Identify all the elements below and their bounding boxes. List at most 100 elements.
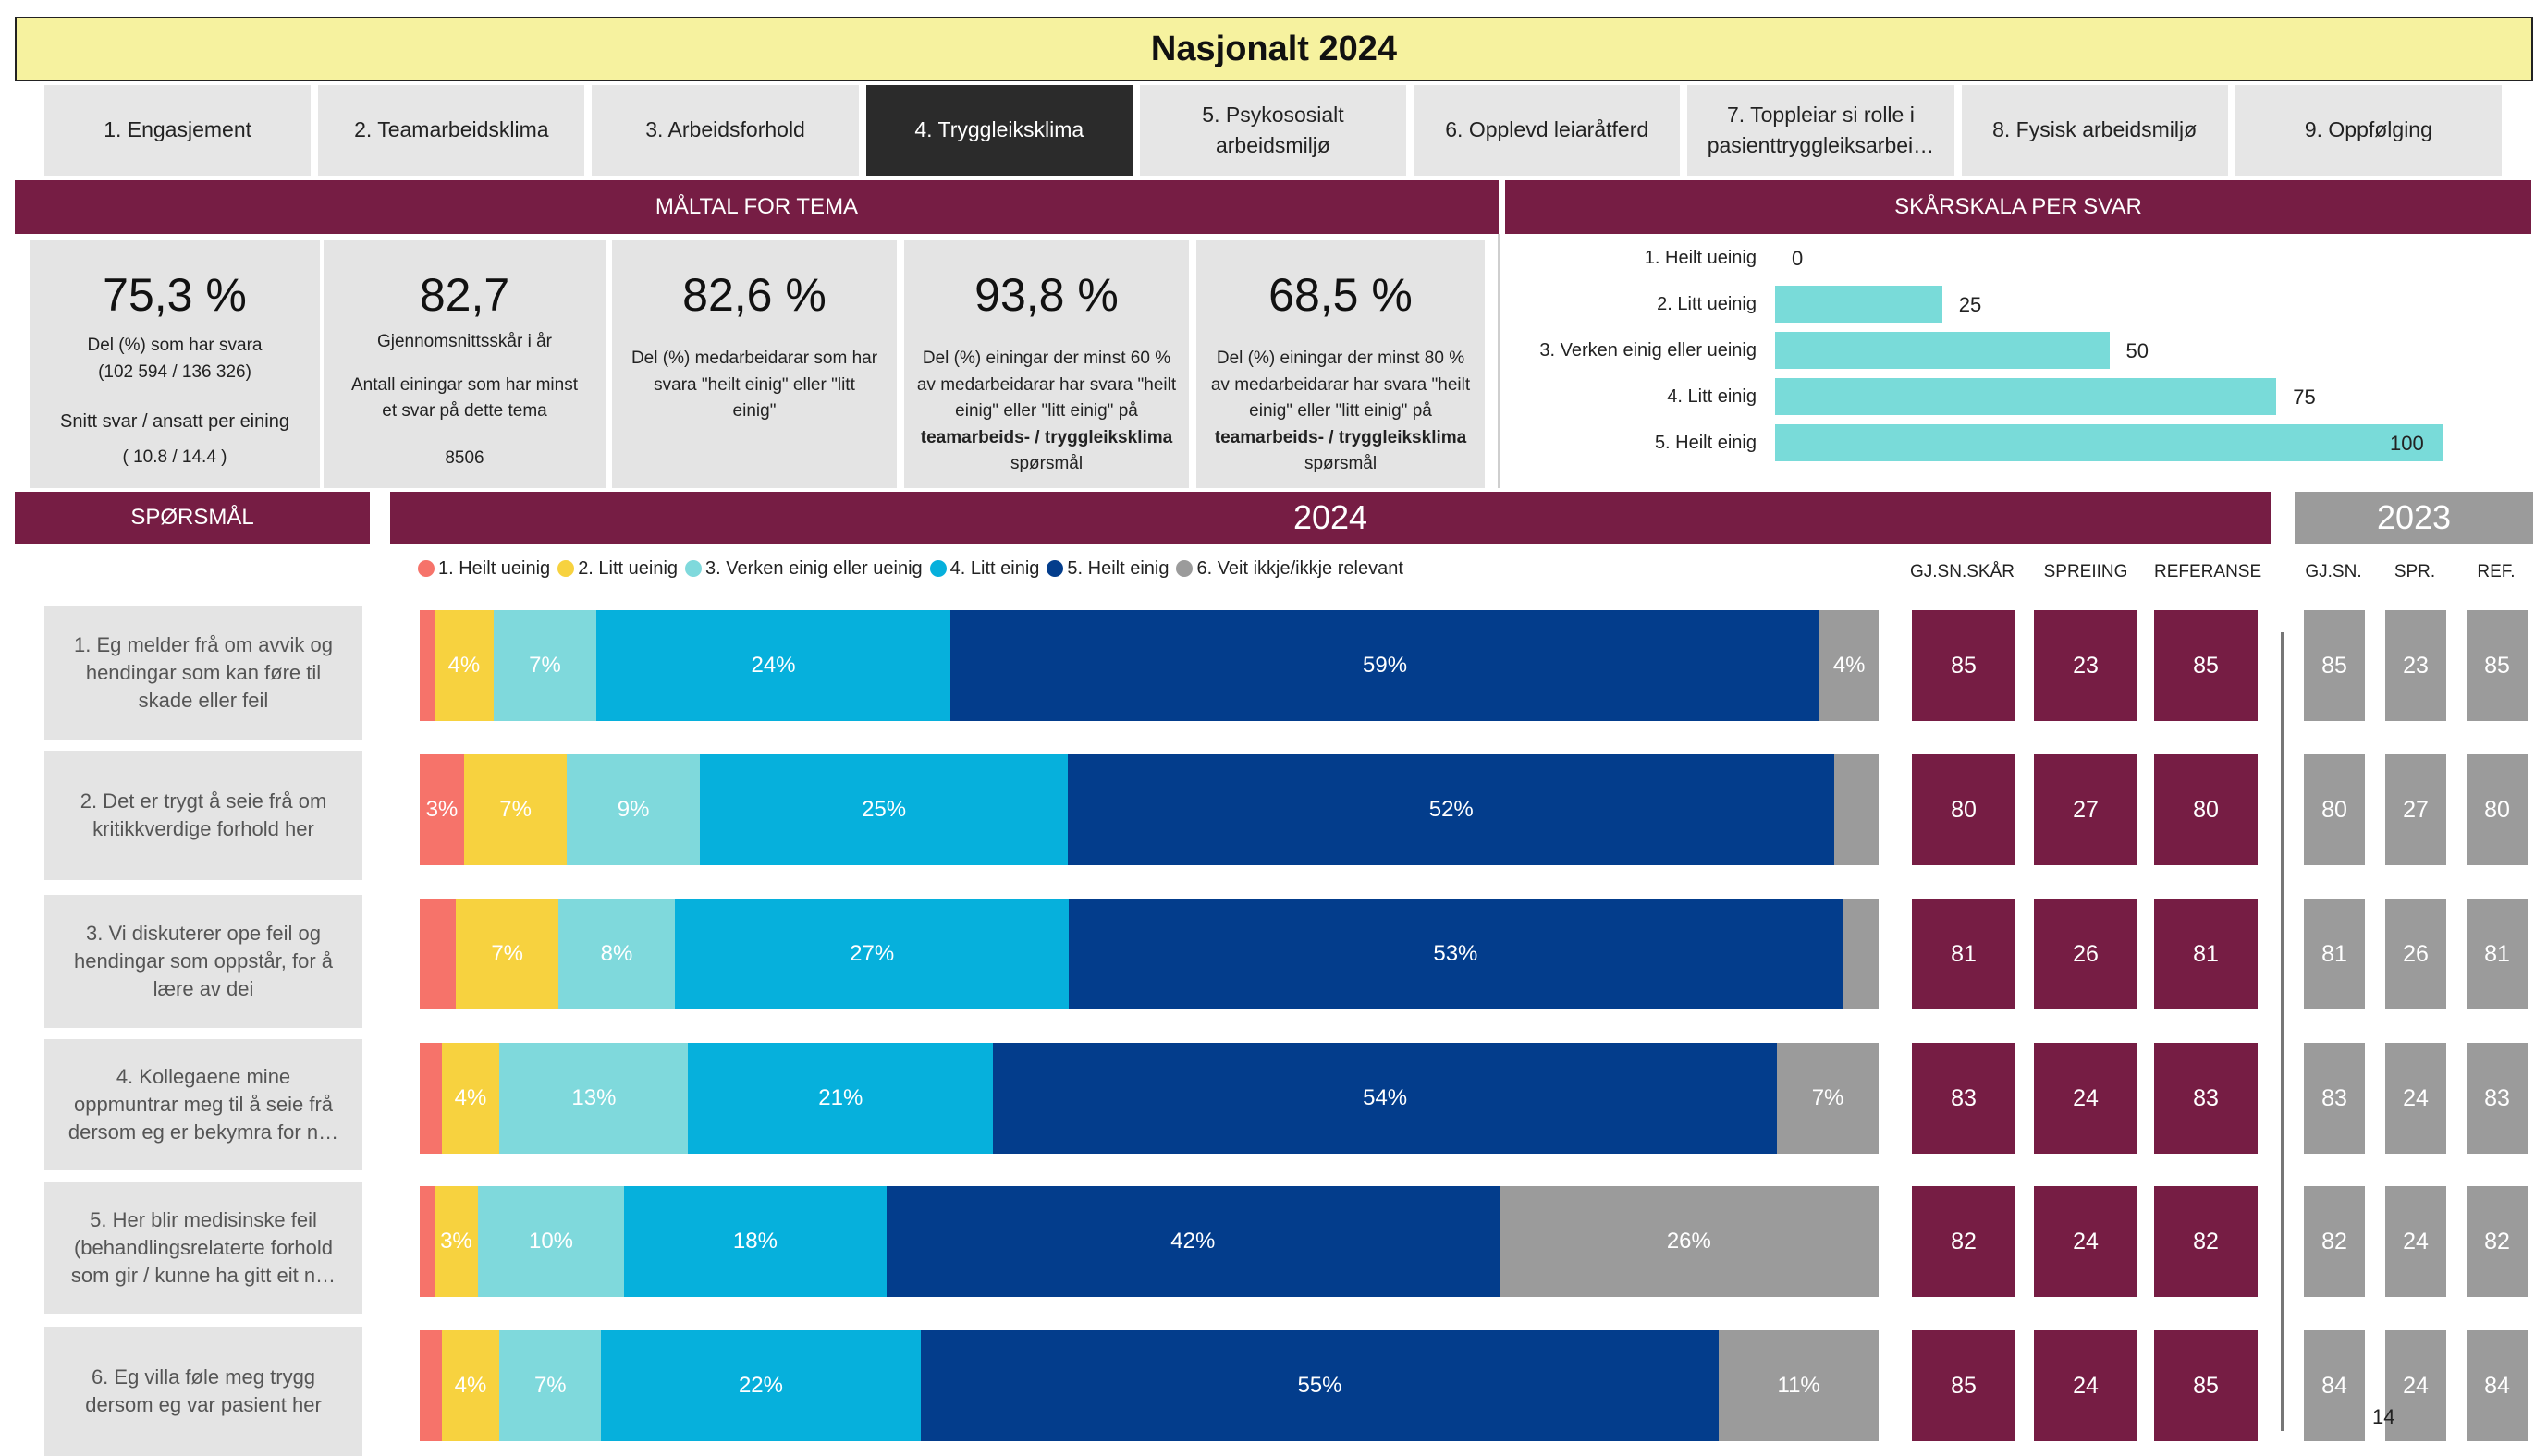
bar-segment: 7% — [456, 899, 558, 1009]
spread-2023-cell: 24 — [2385, 1330, 2446, 1441]
kpi-average-score: 82,7 Gjennomsnittsskår i år Antall einin… — [324, 240, 606, 488]
avg-score-cell: 85 — [1912, 1330, 2015, 1441]
legend-item: 3. Verken einig eller ueinig — [685, 558, 923, 580]
tab-1[interactable]: 1. Engasjement — [44, 85, 312, 176]
kpi-share-agree: 82,6 % Del (%) medarbeidarar som har sva… — [612, 240, 897, 488]
bar-segment — [1842, 899, 1879, 1009]
col-head-ref: REFERANSE — [2154, 562, 2262, 581]
legend-item: 5. Heilt einig — [1047, 558, 1169, 580]
bar-segment: 3% — [420, 754, 464, 865]
bar-segment: 59% — [949, 610, 1820, 721]
bar-segment: 24% — [596, 610, 950, 721]
kpi-desc: ( 10.8 / 14.4 ) — [122, 447, 227, 467]
tab-4[interactable]: 4. Tryggleiksklima — [865, 85, 1133, 176]
reference-cell: 85 — [2154, 1330, 2258, 1441]
legend-item: 2. Litt ueinig — [557, 558, 678, 580]
bar-segment-label: 10% — [528, 1229, 574, 1254]
tab-5[interactable]: 5. Psykososialt arbeidsmiljø — [1139, 85, 1407, 176]
kpi-value: 68,5 % — [1268, 269, 1413, 321]
bar-segment: 4% — [1819, 610, 1879, 721]
col-head-ref-2023: REF. — [2477, 562, 2516, 581]
avg-score-cell: 85 — [1912, 610, 2015, 721]
divider — [1498, 234, 1500, 488]
spread-2023-cell: 23 — [2385, 610, 2446, 721]
tab-6[interactable]: 6. Opplevd leiaråtferd — [1414, 85, 1681, 176]
bar-segment-label: 4% — [454, 1373, 487, 1398]
kpi-desc: Antall einingar som har minst et svar på… — [351, 374, 578, 422]
legend-item: 1. Heilt ueinig — [418, 558, 550, 580]
spread-cell: 24 — [2034, 1186, 2137, 1297]
bar-segment-label: 7% — [499, 797, 532, 822]
legend-dot — [929, 560, 947, 577]
legend-dot — [418, 560, 435, 577]
bar-segment — [420, 899, 457, 1009]
question-label: 1. Eg melder frå om avvik og hendingar s… — [44, 606, 362, 740]
spread-cell: 27 — [2034, 754, 2137, 865]
scale-bar — [1775, 378, 2277, 415]
kpi-desc: teamarbeids- / tryggleiksklima — [920, 427, 1173, 447]
skarskala-header: SKÅRSKALA PER SVAR — [1505, 180, 2531, 234]
tab-3[interactable]: 3. Arbeidsforhold — [592, 85, 859, 176]
kpi-value: 93,8 % — [974, 269, 1119, 321]
reference-cell: 82 — [2154, 1186, 2258, 1297]
legend-label: 2. Litt ueinig — [578, 557, 679, 579]
reference-2023-cell: 84 — [2467, 1330, 2528, 1441]
kpi-desc: Del (%) som har svara — [87, 336, 263, 355]
bar-segment: 25% — [699, 754, 1069, 865]
kpi-value: 82,6 % — [682, 269, 827, 321]
kpi-desc: 8506 — [445, 447, 484, 468]
scale-value: 75 — [2293, 385, 2316, 409]
bar-segment: 21% — [688, 1043, 994, 1154]
bar-segment-label: 55% — [1297, 1373, 1342, 1398]
reference-2023-cell: 83 — [2467, 1043, 2528, 1154]
bar-segment: 55% — [920, 1330, 1720, 1441]
page-number: 14 — [2372, 1405, 2395, 1428]
scale-label: 1. Heilt ueinig — [1644, 248, 1757, 268]
scale-bar — [1775, 286, 1942, 323]
legend-dot — [557, 560, 575, 577]
bar-segment-label: 42% — [1170, 1229, 1216, 1254]
bar-segment: 7% — [499, 1330, 602, 1441]
tab-2[interactable]: 2. Teamarbeidsklima — [318, 85, 585, 176]
spread-cell: 24 — [2034, 1043, 2137, 1154]
reference-cell: 81 — [2154, 899, 2258, 1009]
year-2024-header: 2024 — [390, 492, 2271, 544]
bar-segment-label: 53% — [1433, 941, 1478, 966]
bar-segment-label: 7% — [529, 653, 561, 678]
bar-segment: 7% — [1777, 1043, 1879, 1154]
scale-bar — [1775, 424, 2443, 461]
tab-7[interactable]: 7. Toppleiar si rolle i pasienttryggleik… — [1687, 85, 1954, 176]
bar-segment — [420, 1330, 442, 1441]
tab-9[interactable]: 9. Oppfølging — [2235, 85, 2502, 176]
bar-segment-label: 21% — [818, 1085, 863, 1110]
avg-score-cell: 80 — [1912, 754, 2015, 865]
bar-segment: 27% — [675, 899, 1070, 1009]
spread-cell: 24 — [2034, 1330, 2137, 1441]
scale-label: 4. Litt einig — [1667, 386, 1757, 407]
bar-segment: 3% — [434, 1186, 479, 1297]
avg-score-2023-cell: 81 — [2304, 899, 2365, 1009]
tab-8[interactable]: 8. Fysisk arbeidsmiljø — [1961, 85, 2228, 176]
page-title: Nasjonalt 2024 — [15, 17, 2533, 81]
reference-cell: 85 — [2154, 610, 2258, 721]
year-separator — [2281, 632, 2284, 1431]
bar-segment-label: 13% — [571, 1085, 617, 1110]
reference-2023-cell: 82 — [2467, 1186, 2528, 1297]
bar-segment-label: 18% — [732, 1229, 778, 1254]
bar-segment-label: 4% — [447, 653, 481, 678]
bar-segment-label: 26% — [1666, 1229, 1711, 1254]
scale-value: 25 — [1958, 293, 1982, 316]
kpi-desc: Snitt svar / ansatt per eining — [60, 411, 289, 432]
legend-label: 1. Heilt ueinig — [438, 557, 551, 579]
bar-segment — [420, 1043, 442, 1154]
scale-value: 50 — [2125, 339, 2149, 362]
kpi-response-rate: 75,3 % Del (%) som har svara (102 594 / … — [30, 240, 320, 488]
kpi-desc: spørsmål — [1010, 454, 1084, 473]
kpi-desc: (102 594 / 136 326) — [98, 361, 251, 382]
scale-label: 2. Litt ueinig — [1657, 294, 1757, 314]
legend-label: 6. Veit ikkje/ikkje relevant — [1196, 557, 1403, 579]
legend-label: 3. Verken einig eller ueinig — [705, 557, 923, 579]
bar-segment-label: 3% — [440, 1229, 472, 1254]
question-label: 5. Her blir medisinske feil (behandlings… — [44, 1182, 362, 1314]
kpi-value: 75,3 % — [103, 269, 247, 321]
